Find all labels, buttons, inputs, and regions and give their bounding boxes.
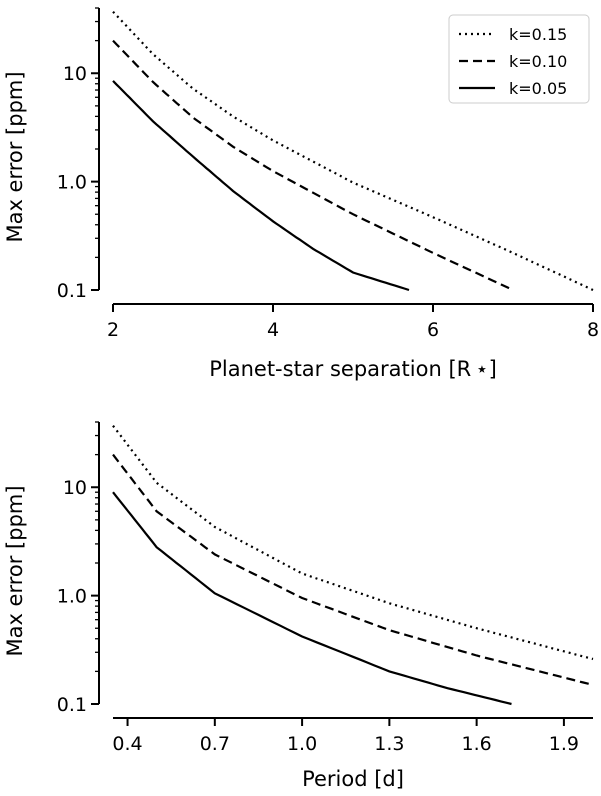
chart-2: 0.1 1.0 10 Max error [ppm] 0.4 0.7 1.0 1.3 1.6 1.… <box>3 421 594 791</box>
x-tick-label: 1.6 <box>462 733 492 755</box>
x-tick-label: 0.7 <box>200 733 230 755</box>
series-line-k-0-05 <box>112 491 512 706</box>
series-line-k-0-15 <box>112 425 594 661</box>
y-axis-label: Max error [ppm] <box>3 71 27 242</box>
x-axis-label: Planet-star separation [R ⋆] <box>209 357 497 381</box>
legend-label: k=0.15 <box>509 25 567 44</box>
y-axis-label: Max error [ppm] <box>3 485 27 656</box>
chart-1: 0.1 1.0 10 Max error [ppm] 2 4 6 8 Planet-star s… <box>3 7 599 381</box>
series-line-k-0-10 <box>112 39 514 291</box>
x-tick-label: 2 <box>107 319 119 341</box>
legend-label: k=0.10 <box>509 52 567 71</box>
series-line-k-0-05 <box>112 80 410 292</box>
x-tick-label: 8 <box>587 319 599 341</box>
y-tick-label: 1.0 <box>57 586 87 608</box>
x-tick-label: 4 <box>267 319 279 341</box>
y-tick-label: 1.0 <box>57 172 87 194</box>
x-tick-label: 1.9 <box>549 733 579 755</box>
y-tick-label: 0.1 <box>57 280 87 302</box>
x-tick-label: 1.0 <box>287 733 317 755</box>
legend-label: k=0.05 <box>509 79 567 98</box>
legend: k=0.15 k=0.10 k=0.05 <box>448 14 590 104</box>
y-tick-label: 10 <box>63 477 87 499</box>
x-axis-label: Period [d] <box>302 767 404 791</box>
x-tick-label: 6 <box>427 319 439 341</box>
x-tick-label: 0.4 <box>112 733 142 755</box>
x-tick-label: 1.3 <box>374 733 404 755</box>
y-tick-label: 10 <box>63 63 87 85</box>
series-line-k-0-10 <box>112 453 594 686</box>
legend-box <box>448 14 590 104</box>
y-tick-label: 0.1 <box>57 694 87 716</box>
